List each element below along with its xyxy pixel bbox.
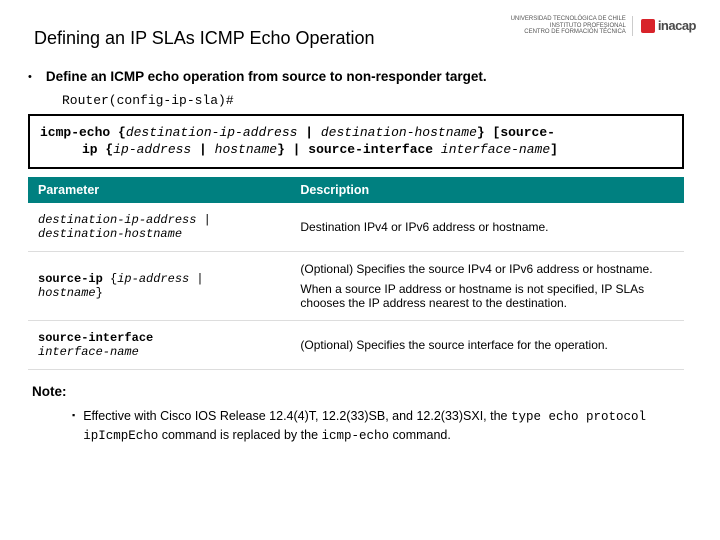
- param-arg: ip-address: [117, 272, 189, 286]
- cmd-arg: ip-address: [113, 142, 191, 157]
- cmd-keyword: ip: [82, 142, 105, 157]
- note-part: command is replaced by the: [158, 428, 321, 442]
- table-row: source-interface interface-name (Optiona…: [28, 320, 684, 369]
- desc-cell: (Optional) Specifies the source IPv4 or …: [290, 251, 684, 320]
- bullet-line: • Define an ICMP echo operation from sou…: [28, 69, 684, 87]
- syntax-box: icmp-echo {destination-ip-address | dest…: [28, 114, 684, 169]
- param-arg: hostname: [38, 286, 96, 300]
- note-bullet-icon: ▪: [72, 407, 75, 445]
- param-bold: source-ip: [38, 272, 110, 286]
- table-row: source-ip {ip-address | hostname} (Optio…: [28, 251, 684, 320]
- brace: }: [277, 142, 293, 157]
- note-label: Note:: [32, 384, 684, 399]
- bullet-icon: •: [28, 69, 32, 87]
- pipe: |: [297, 125, 320, 140]
- logo-group: UNIVERSIDAD TECNOLÓGICA DE CHILE INSTITU…: [511, 16, 696, 36]
- logo-icon: [641, 19, 655, 33]
- param-sep: |: [196, 213, 210, 227]
- param-cell: destination-ip-address | destination-hos…: [28, 203, 290, 252]
- param-text: destination-ip-address: [38, 213, 196, 227]
- inacap-logo: inacap: [641, 18, 696, 33]
- param-cell: source-ip {ip-address | hostname}: [28, 251, 290, 320]
- bullet-text: Define an ICMP echo operation from sourc…: [46, 69, 487, 84]
- pipe: |: [189, 272, 203, 286]
- col-header-parameter: Parameter: [28, 177, 290, 203]
- cmd-keyword: source-interface: [308, 142, 441, 157]
- brand-text: inacap: [658, 18, 696, 33]
- bracket: ]: [550, 142, 558, 157]
- desc-cell: Destination IPv4 or IPv6 address or host…: [290, 203, 684, 252]
- param-cell: source-interface interface-name: [28, 320, 290, 369]
- cmd-arg: destination-hostname: [321, 125, 477, 140]
- col-header-description: Description: [290, 177, 684, 203]
- header: Defining an IP SLAs ICMP Echo Operation …: [0, 0, 720, 55]
- pipe: |: [191, 142, 214, 157]
- cmd-keyword: [source-: [493, 125, 555, 140]
- param-bold: source-interface: [38, 331, 153, 345]
- uni-line: UNIVERSIDAD TECNOLÓGICA DE CHILE: [511, 16, 626, 23]
- table-row: destination-ip-address | destination-hos…: [28, 203, 684, 252]
- router-prompt: Router(config-ip-sla)#: [62, 93, 684, 108]
- cmd-arg: hostname: [215, 142, 277, 157]
- note-item: ▪ Effective with Cisco IOS Release 12.4(…: [72, 407, 684, 445]
- cmd-arg: interface-name: [441, 142, 550, 157]
- note-code: icmp-echo: [322, 429, 390, 443]
- university-text: UNIVERSIDAD TECNOLÓGICA DE CHILE INSTITU…: [511, 16, 633, 36]
- cmd-keyword: icmp-echo: [40, 125, 118, 140]
- note-part: command.: [389, 428, 451, 442]
- pipe: |: [293, 142, 309, 157]
- syntax-line2: ip {ip-address | hostname} | source-inte…: [40, 141, 672, 159]
- note-part: Effective with Cisco IOS Release 12.4(4)…: [83, 409, 511, 423]
- page-title: Defining an IP SLAs ICMP Echo Operation: [34, 28, 375, 49]
- param-arg: interface-name: [38, 345, 139, 359]
- desc-cell: (Optional) Specifies the source interfac…: [290, 320, 684, 369]
- note-text: Effective with Cisco IOS Release 12.4(4)…: [83, 407, 684, 445]
- desc-text: When a source IP address or hostname is …: [300, 282, 674, 310]
- content: • Define an ICMP echo operation from sou…: [0, 55, 720, 445]
- cmd-arg: destination-ip-address: [126, 125, 298, 140]
- brace: {: [118, 125, 126, 140]
- brace: }: [96, 286, 103, 300]
- uni-line: CENTRO DE FORMACIÓN TÉCNICA: [511, 29, 626, 36]
- brace: }: [477, 125, 493, 140]
- table-header-row: Parameter Description: [28, 177, 684, 203]
- param-text: destination-hostname: [38, 227, 182, 241]
- desc-text: (Optional) Specifies the source IPv4 or …: [300, 262, 674, 276]
- parameters-table: Parameter Description destination-ip-add…: [28, 177, 684, 370]
